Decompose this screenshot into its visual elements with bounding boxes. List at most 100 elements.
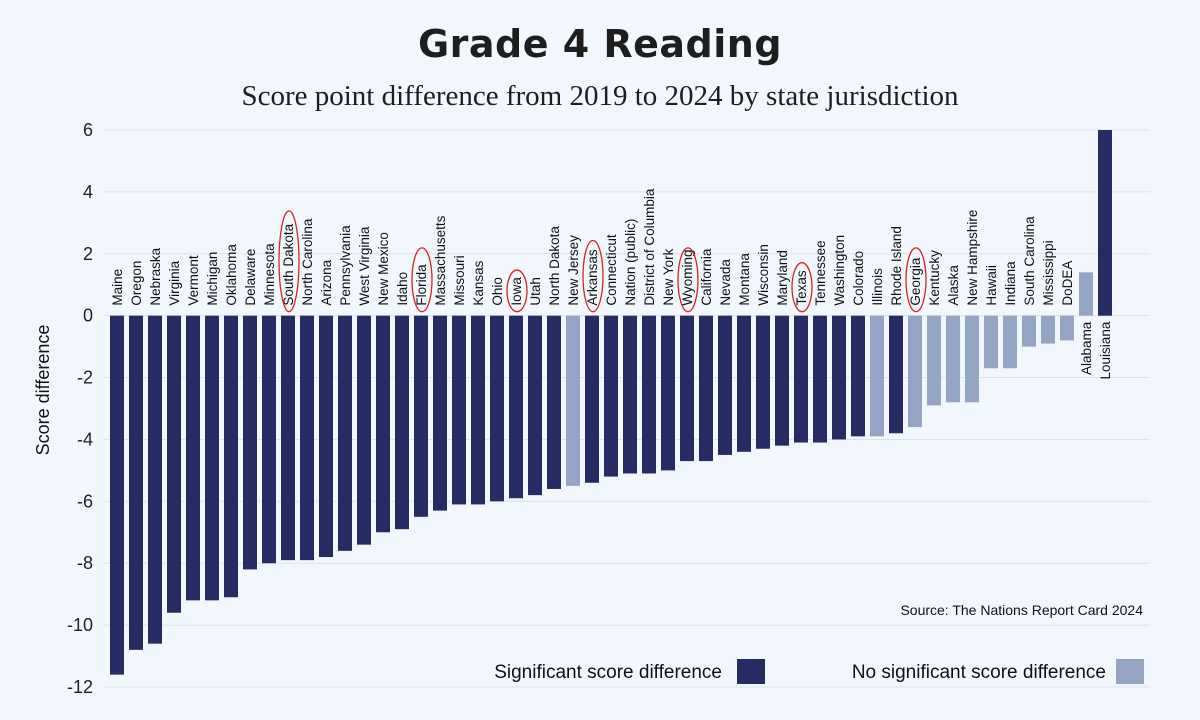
category-label: Ohio (490, 277, 505, 306)
bar (680, 315, 694, 462)
y-tick-label: -12 (67, 677, 93, 697)
category-label: Washington (832, 235, 847, 306)
legend-label: No significant score difference (852, 662, 1106, 683)
circle-annotation (582, 239, 604, 313)
category-label: Vermont (186, 255, 201, 306)
bar (281, 315, 295, 561)
chart-title: Grade 4 Reading (417, 22, 783, 66)
category-label: North Dakota (547, 226, 562, 306)
circle-annotation (677, 247, 699, 313)
category-label: Delaware (243, 249, 258, 306)
bar (452, 315, 466, 505)
circle-annotation (791, 262, 813, 313)
category-label: Georgia (908, 257, 923, 306)
category-label: South Carolina (1022, 216, 1037, 306)
bar (642, 315, 656, 474)
category-label: Pennsylvania (338, 225, 353, 306)
category-label: California (699, 248, 714, 306)
bar (262, 315, 276, 564)
bar (528, 315, 542, 496)
y-tick-label: 0 (83, 306, 93, 326)
source-note: Source: The Nations Report Card 2024 (900, 602, 1143, 618)
category-label: Indiana (1003, 261, 1018, 306)
bar (1098, 130, 1112, 316)
bar (205, 315, 219, 601)
y-tick-label: -2 (77, 368, 93, 388)
category-label: New Mexico (376, 232, 391, 306)
category-label: West Virginia (357, 226, 372, 306)
bar (946, 315, 960, 403)
bar (357, 315, 371, 545)
category-label: Rhode Island (889, 226, 904, 306)
bar (243, 315, 257, 570)
y-tick-label: -6 (77, 491, 93, 511)
bar (490, 315, 504, 502)
y-tick-label: 6 (83, 120, 93, 140)
legend: Significant score difference No significa… (494, 659, 1144, 684)
bar (794, 315, 808, 443)
y-tick-label: 4 (83, 182, 93, 202)
y-axis-label: Score difference (33, 325, 53, 456)
bar (471, 315, 485, 505)
circle-annotation (905, 247, 927, 313)
category-label: Alaska (946, 265, 961, 306)
bar (718, 315, 732, 455)
bar (908, 315, 922, 428)
bar (604, 315, 618, 477)
category-label: Texas (794, 270, 809, 306)
category-label: Oklahoma (224, 244, 239, 306)
category-label: Oregon (129, 261, 144, 306)
bar (832, 315, 846, 440)
category-label: Utah (528, 277, 543, 306)
bar (737, 315, 751, 452)
bar (186, 315, 200, 601)
y-tick-label: -10 (67, 615, 93, 635)
category-label: Arkansas (585, 249, 600, 306)
circle-annotation (278, 210, 300, 313)
bar (927, 315, 941, 406)
category-label: Virginia (167, 260, 182, 305)
y-tick-label: -8 (77, 553, 93, 573)
category-label: New Hampshire (965, 210, 980, 306)
bar (661, 315, 675, 471)
category-label: Illinois (870, 268, 885, 306)
bar (1003, 315, 1017, 369)
circle-annotation (411, 247, 433, 313)
category-label: Iowa (509, 277, 524, 306)
bar (1022, 315, 1036, 347)
bar (167, 315, 181, 613)
category-label: Kentucky (927, 250, 942, 306)
category-label: Colorado (851, 251, 866, 306)
bar (376, 315, 390, 533)
category-label: Tennessee (813, 240, 828, 305)
category-labels: Maine Oregon Nebraska Virginia Vermont Michig… (110, 188, 1113, 379)
bar (338, 315, 352, 551)
y-tick-label: 2 (83, 244, 93, 264)
circle-annotation (506, 269, 528, 313)
legend-swatch (1116, 659, 1144, 684)
y-tick-label: -4 (77, 429, 93, 449)
category-label: Michigan (205, 252, 220, 306)
category-label: New Jersey (566, 235, 581, 306)
chart-subtitle: Score point difference from 2019 to 2024… (241, 80, 959, 112)
bar (110, 315, 124, 675)
category-label: Wisconsin (756, 244, 771, 306)
bar (566, 315, 580, 486)
bar (547, 315, 561, 489)
bar (224, 315, 238, 598)
category-label: Maryland (775, 250, 790, 306)
category-label: South Dakota (281, 223, 296, 305)
bar (585, 315, 599, 483)
bar (984, 315, 998, 369)
bar (433, 315, 447, 511)
y-axis-ticks: 6 4 2 0 -2 -4 -6 -8 -10 -12 (67, 120, 93, 697)
bar (851, 315, 865, 437)
category-label: Missouri (452, 255, 467, 305)
category-label: DoDEA (1060, 261, 1075, 306)
circle-annotations (278, 210, 927, 313)
category-label: Wyoming (680, 250, 695, 306)
category-label: Nebraska (148, 247, 163, 305)
bar (1041, 315, 1055, 344)
category-label: Nation (public) (623, 219, 638, 306)
category-label: North Carolina (300, 218, 315, 306)
